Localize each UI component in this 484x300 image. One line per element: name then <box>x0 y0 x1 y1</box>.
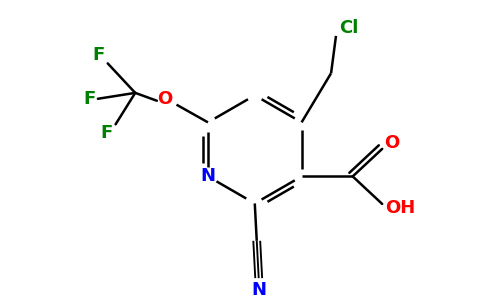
Text: Cl: Cl <box>339 19 359 37</box>
Text: N: N <box>251 281 266 299</box>
Text: O: O <box>157 90 172 108</box>
Text: O: O <box>384 134 400 152</box>
Text: F: F <box>93 46 105 64</box>
Text: OH: OH <box>385 199 415 217</box>
Text: N: N <box>200 167 215 185</box>
Text: F: F <box>101 124 113 142</box>
Text: F: F <box>83 90 95 108</box>
